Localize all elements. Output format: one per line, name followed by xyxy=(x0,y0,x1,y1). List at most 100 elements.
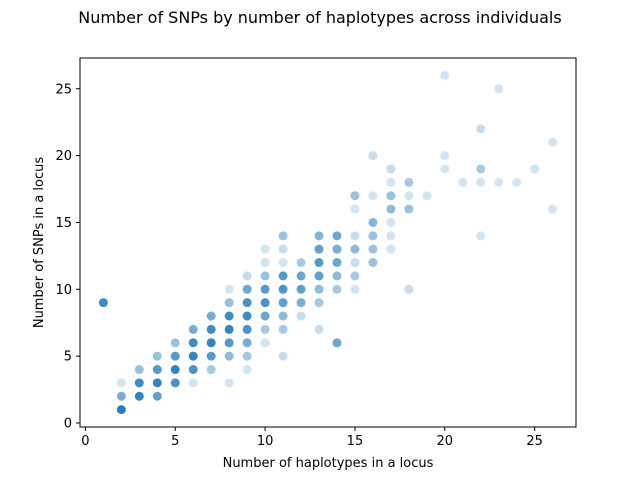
scatter-point xyxy=(404,284,414,294)
scatter-point xyxy=(494,177,504,187)
scatter-point xyxy=(404,177,414,187)
scatter-point xyxy=(476,164,486,174)
scatter-point xyxy=(350,204,360,214)
scatter-point xyxy=(152,378,162,388)
scatter-point xyxy=(278,298,288,308)
y-tick-label: 0 xyxy=(64,416,72,431)
scatter-point xyxy=(260,311,270,321)
scatter-point xyxy=(350,284,360,294)
scatter-point xyxy=(440,70,450,80)
scatter-point xyxy=(350,231,360,241)
plot-area xyxy=(80,58,576,427)
scatter-point xyxy=(548,137,558,147)
scatter-point xyxy=(368,231,378,241)
scatter-point xyxy=(314,284,324,294)
scatter-point xyxy=(224,298,234,308)
scatter-point xyxy=(386,244,396,254)
scatter-point xyxy=(188,338,198,348)
scatter-point xyxy=(332,244,342,254)
scatter-point xyxy=(116,405,126,415)
scatter-point xyxy=(170,378,180,388)
scatter-point xyxy=(548,204,558,214)
y-tick-label: 25 xyxy=(55,82,72,97)
scatter-point xyxy=(224,338,234,348)
scatter-point xyxy=(332,258,342,268)
x-tick-label: 10 xyxy=(257,434,274,449)
scatter-point xyxy=(386,217,396,227)
scatter-point xyxy=(332,284,342,294)
scatter-point xyxy=(206,324,216,334)
scatter-point xyxy=(188,351,198,361)
scatter-point xyxy=(242,311,252,321)
scatter-point xyxy=(188,324,198,334)
scatter-point xyxy=(440,151,450,161)
scatter-point xyxy=(116,378,126,388)
scatter-point xyxy=(206,351,216,361)
scatter-point xyxy=(350,191,360,201)
scatter-point xyxy=(170,351,180,361)
scatter-point xyxy=(242,298,252,308)
scatter-point xyxy=(278,351,288,361)
scatter-point xyxy=(512,177,522,187)
scatter-point xyxy=(386,164,396,174)
scatter-point xyxy=(242,284,252,294)
scatter-point xyxy=(332,338,342,348)
scatter-point xyxy=(188,378,198,388)
scatter-point xyxy=(134,365,144,375)
scatter-point xyxy=(314,231,324,241)
scatter-point xyxy=(368,244,378,254)
scatter-point xyxy=(476,231,486,241)
scatter-point xyxy=(278,231,288,241)
scatter-point xyxy=(296,284,306,294)
scatter-point xyxy=(224,351,234,361)
scatter-point xyxy=(152,391,162,401)
scatter-point xyxy=(476,124,486,134)
scatter-point xyxy=(260,258,270,268)
scatter-point xyxy=(314,258,324,268)
scatter-point xyxy=(116,391,126,401)
scatter-point xyxy=(170,338,180,348)
scatter-point xyxy=(134,391,144,401)
scatter-point xyxy=(314,271,324,281)
scatter-point xyxy=(224,324,234,334)
scatter-point xyxy=(260,298,270,308)
scatter-point xyxy=(386,177,396,187)
scatter-point xyxy=(278,244,288,254)
y-tick-label: 15 xyxy=(55,216,72,231)
scatter-point xyxy=(440,164,450,174)
scatter-point xyxy=(386,191,396,201)
scatter-point xyxy=(530,164,540,174)
scatter-point xyxy=(368,191,378,201)
chart-title: Number of SNPs by number of haplotypes a… xyxy=(78,8,561,27)
scatter-point xyxy=(494,84,504,94)
scatter-point xyxy=(152,351,162,361)
scatter-point xyxy=(260,324,270,334)
scatter-point xyxy=(152,365,162,375)
ticks-layer: 0 5 10 15 20 25 0 5 10 15 20 25 xyxy=(55,82,542,449)
scatter-point xyxy=(260,284,270,294)
scatter-point xyxy=(242,365,252,375)
scatter-point xyxy=(98,298,108,308)
scatter-point xyxy=(332,231,342,241)
scatter-point xyxy=(296,271,306,281)
scatter-point xyxy=(422,191,432,201)
scatter-point xyxy=(314,244,324,254)
scatter-point xyxy=(170,365,180,375)
scatter-point xyxy=(242,338,252,348)
x-axis-label: Number of haplotypes in a locus xyxy=(223,456,434,471)
x-tick-label: 25 xyxy=(526,434,543,449)
scatter-point xyxy=(296,298,306,308)
scatter-point xyxy=(386,204,396,214)
x-tick-label: 0 xyxy=(81,434,89,449)
scatter-point xyxy=(368,217,378,227)
scatter-point xyxy=(404,191,414,201)
scatter-point xyxy=(476,177,486,187)
scatter-point xyxy=(260,338,270,348)
scatter-point xyxy=(350,258,360,268)
scatter-point xyxy=(278,271,288,281)
y-tick-label: 10 xyxy=(55,283,72,298)
x-tick-label: 5 xyxy=(171,434,179,449)
scatter-point xyxy=(188,365,198,375)
y-axis-label: Number of SNPs in a locus xyxy=(32,157,47,329)
